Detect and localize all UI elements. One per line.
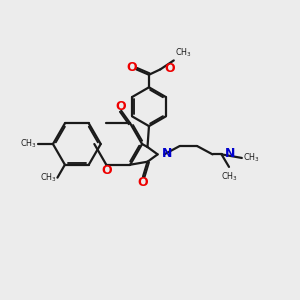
Text: CH$_3$: CH$_3$ [40, 171, 56, 184]
Text: O: O [127, 61, 137, 74]
Text: O: O [164, 62, 175, 75]
Text: CH$_3$: CH$_3$ [20, 138, 37, 150]
Text: O: O [115, 100, 126, 112]
Text: O: O [137, 176, 148, 188]
Text: CH$_3$: CH$_3$ [175, 46, 192, 59]
Text: CH$_3$: CH$_3$ [220, 170, 237, 183]
Text: CH$_3$: CH$_3$ [243, 152, 260, 164]
Text: N: N [224, 147, 235, 160]
Text: O: O [101, 164, 112, 177]
Text: N: N [161, 147, 172, 160]
